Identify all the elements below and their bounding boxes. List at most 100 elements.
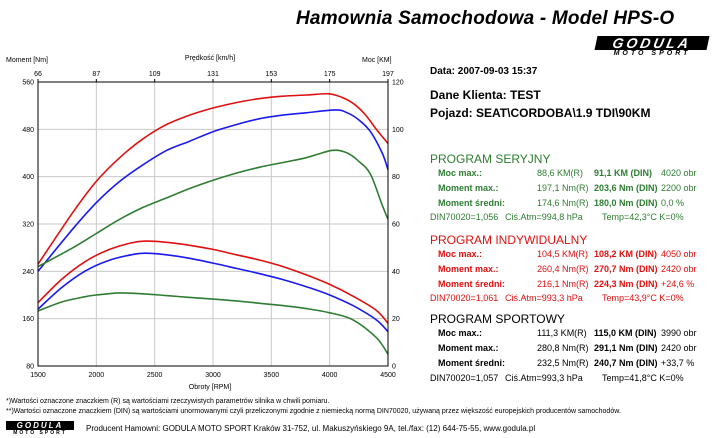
x-tick-label: 3000 [205,372,221,379]
stat-rpm: 0,0 % [661,198,685,208]
stat-real: 232,5 Nm(R) [537,358,589,368]
test-date: Data: 2007-09-03 15:37 [430,66,538,77]
stat-rpm: 2420 obr [661,343,697,353]
right-axis-label: Moc [KM] [362,57,392,64]
top-tick-label: 197 [382,71,394,78]
right-tick-label: 120 [392,80,404,87]
x-tick-label: 2500 [147,372,163,379]
torque-curve [37,240,389,324]
x-axis-label: Obroty [RPM] [189,384,231,391]
stat-din: 291,1 Nm (DIN) [594,343,658,353]
din-row: DIN70020=1,057 Ciś.Atm=993,3 hPa Temp=41… [430,373,716,387]
left-tick-label: 480 [22,127,34,134]
page-title: Hamownia Samochodowa - Model HPS-O [296,8,675,29]
x-tick-label: 1500 [30,372,46,379]
x-tick-label: 2000 [89,372,105,379]
temperature: Temp=42,3°C K=0% [602,212,684,222]
stat-row: Moc max.: 88,6 KM(R) 91,1 KM (DIN) 4020 … [430,168,716,182]
top-tick-label: 153 [265,71,277,78]
stat-row: Moment średni: 232,5 Nm(R) 240,7 Nm (DIN… [430,358,716,372]
stat-rpm: +33,7 % [661,358,695,368]
stat-rpm: 2420 obr [661,264,697,274]
x-tick-label: 3500 [264,372,280,379]
stat-rpm: 4020 obr [661,168,697,178]
stat-din: 203,6 Nm (DIN) [594,183,658,193]
stat-real: 216,1 Nm(R) [537,279,589,289]
logo-sub-text: MOTO SPORT [613,50,691,57]
right-tick-label: 80 [392,174,400,181]
top-tick-label: 109 [149,71,161,78]
stat-real: 88,6 KM(R) [537,168,584,178]
stat-label: Moment średni: [438,358,506,368]
stat-row: Moment max.: 260,4 Nm(R) 270,7 Nm (DIN) … [430,264,716,278]
atm-pressure: Ciś.Atm=993,3 hPa [505,373,583,383]
din-row: DIN70020=1,056 Ciś.Atm=994,8 hPa Temp=42… [430,212,716,226]
stat-din: 240,7 Nm (DIN) [594,358,658,368]
stat-label: Moment max.: [438,264,499,274]
torque-curve [37,292,389,355]
atm-pressure: Ciś.Atm=994,8 hPa [505,212,583,222]
top-tick-label: 87 [92,71,100,78]
producer-info: Producent Hamowni: GODULA MOTO SPORT Kra… [86,424,536,433]
atm-pressure: Ciś.Atm=993,3 hPa [505,293,583,303]
stat-din: 115,0 KM (DIN) [594,328,657,338]
stat-real: 111,3 KM(R) [537,328,587,338]
client-name: Dane Klienta: TEST [430,88,541,102]
stat-label: Moc max.: [438,249,483,259]
stat-row: Moment max.: 197,1 Nm(R) 203,6 Nm (DIN) … [430,183,716,197]
stat-rpm: 2200 obr [661,183,697,193]
din-row: DIN70020=1,061 Ciś.Atm=993,3 hPa Temp=43… [430,293,716,307]
stat-real: 197,1 Nm(R) [537,183,589,193]
power-curve [37,92,389,265]
torque-curve [37,252,389,333]
stat-din: 108,2 KM (DIN) [594,249,658,259]
footer-logo-sub: MOTO SPORT [13,430,67,436]
right-tick-label: 60 [392,222,400,229]
left-tick-label: 80 [26,364,34,371]
right-tick-label: 100 [392,127,404,134]
stat-row: Moc max.: 104,5 KM(R) 108,2 KM (DIN) 405… [430,249,716,263]
program-title: PROGRAM SPORTOWY [430,312,565,326]
right-tick-label: 0 [392,364,396,371]
left-tick-label: 160 [22,316,34,323]
stat-row: Moment max.: 280,8 Nm(R) 291,1 Nm (DIN) … [430,343,716,357]
left-tick-label: 240 [22,269,34,276]
footer-logo: GODULA MOTO SPORT [6,421,74,436]
footer-logo-main: GODULA [6,421,74,430]
stat-real: 104,5 KM(R) [537,249,589,259]
stat-label: Moment max.: [438,183,499,193]
stat-label: Moc max.: [438,328,483,338]
din-factor: DIN70020=1,061 [430,293,499,303]
stat-row: Moment średni: 216,1 Nm(R) 224,3 Nm (DIN… [430,279,716,293]
stat-din: 180,0 Nm (DIN) [594,198,658,208]
stat-label: Moment max.: [438,343,499,353]
stat-real: 280,8 Nm(R) [537,343,589,353]
top-tick-label: 175 [324,71,336,78]
din-factor: DIN70020=1,056 [430,212,499,222]
x-tick-label: 4500 [380,372,396,379]
left-tick-label: 560 [22,80,34,87]
program-title: PROGRAM INDYWIDUALNY [430,233,588,247]
footnote-din: **)Wartości oznaczone znaczkiem (DIN) są… [6,408,621,415]
left-tick-label: 320 [22,222,34,229]
stat-row: Moc max.: 111,3 KM(R) 115,0 KM (DIN) 399… [430,328,716,342]
stat-label: Moc max.: [438,168,483,178]
stat-label: Moment średni: [438,279,506,289]
stat-din: 270,7 Nm (DIN) [594,264,658,274]
stat-din: 224,3 Nm (DIN) [594,279,658,289]
power-curve [37,149,389,268]
temperature: Temp=43,9°C K=0% [602,293,684,303]
stat-rpm: 4050 obr [661,249,697,259]
top-axis-label: Prędkość [km/h] [185,55,235,62]
stat-label: Moment średni: [438,198,506,208]
left-axis-label: Moment [Nm] [6,57,48,64]
program-title: PROGRAM SERYJNY [430,152,551,166]
x-tick-label: 4000 [322,372,338,379]
right-tick-label: 20 [392,316,400,323]
stat-rpm: +24,6 % [661,279,695,289]
stat-real: 174,6 Nm(R) [537,198,589,208]
right-tick-label: 40 [392,269,400,276]
godula-logo: GODULA MOTO SPORT [594,35,710,60]
